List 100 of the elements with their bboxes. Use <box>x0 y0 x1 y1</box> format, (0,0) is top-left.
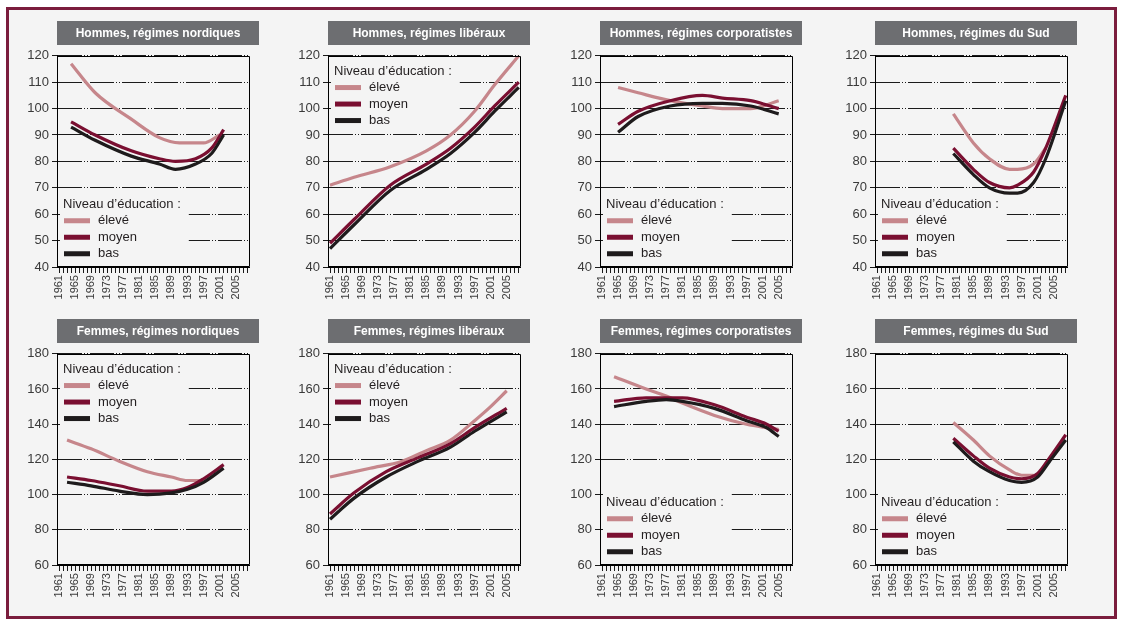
x-tick-label: 1965 <box>339 275 352 300</box>
x-tick-label: 1965 <box>886 573 899 598</box>
x-tick-label: 1973 <box>643 573 656 598</box>
y-tick-label: 180 <box>27 345 49 361</box>
y-tick-label: 60 <box>852 205 867 221</box>
x-tick-label: 1997 <box>1014 573 1027 598</box>
x-tick-label: 1969 <box>84 573 97 598</box>
y-tick-label: 110 <box>299 73 320 89</box>
legend-title: Niveau d’éducation : <box>881 493 999 509</box>
x-tick-label: 1961 <box>595 275 608 300</box>
x-tick-label: 1969 <box>355 573 368 598</box>
legend-label: bas <box>98 410 120 426</box>
x-tick-label: 1969 <box>627 275 640 300</box>
y-tick-label: 160 <box>298 380 320 396</box>
legend-label: élevé <box>641 212 673 228</box>
line-series <box>612 396 781 433</box>
x-tick-label: 1993 <box>180 573 193 598</box>
y-tick-label: 90 <box>34 126 49 142</box>
y-tick-label: 120 <box>27 450 49 466</box>
legend-label: élevé <box>916 212 948 228</box>
x-tick-label: 1969 <box>627 573 640 598</box>
chart-title: Femmes, régimes nordiques <box>57 319 259 343</box>
x-tick-label: 1961 <box>52 573 65 598</box>
legend-label: moyen <box>916 526 956 542</box>
chart-title: Hommes, régimes libéraux <box>328 21 530 45</box>
y-tick-label: 100 <box>27 486 49 502</box>
x-tick-label: 1989 <box>707 275 720 300</box>
x-tick-label: 1993 <box>998 275 1011 300</box>
x-tick-label: 2001 <box>1030 573 1043 598</box>
y-tick-label: 100 <box>570 486 592 502</box>
x-tick-label: 1989 <box>435 275 448 300</box>
legend-label: moyen <box>98 228 138 244</box>
y-tick-label: 60 <box>577 205 592 221</box>
x-tick-label: 1977 <box>116 275 129 300</box>
x-tick-label: 1981 <box>675 275 688 300</box>
x-tick-label: 1997 <box>739 275 752 300</box>
chart-title: Femmes, régimes du Sud <box>875 319 1077 343</box>
y-tick-label: 70 <box>305 179 320 195</box>
x-tick-label: 1985 <box>691 573 704 598</box>
line-series <box>328 389 509 479</box>
x-tick-label: 1977 <box>934 275 947 300</box>
y-tick-label: 60 <box>34 205 49 221</box>
x-tick-label: 1973 <box>643 275 656 300</box>
y-tick-label: 120 <box>845 450 867 466</box>
y-tick-label: 120 <box>845 47 867 63</box>
y-tick-label: 180 <box>298 345 320 361</box>
x-tick-label: 1981 <box>132 573 145 598</box>
x-tick-label: 2001 <box>483 275 496 300</box>
legend-title: Niveau d’éducation : <box>881 195 999 211</box>
x-tick-label: 1993 <box>998 573 1011 598</box>
y-tick-label: 140 <box>845 415 867 431</box>
x-tick-label: 1993 <box>723 573 736 598</box>
x-tick-label: 1965 <box>611 573 624 598</box>
x-tick-label: 1985 <box>691 275 704 300</box>
x-tick-label: 1985 <box>148 573 161 598</box>
x-tick-label: 1981 <box>950 275 963 300</box>
x-tick-label: 1993 <box>451 275 464 300</box>
x-tick-label: 1961 <box>52 275 65 300</box>
y-tick-label: 40 <box>305 258 320 274</box>
x-tick-label: 1965 <box>886 275 899 300</box>
y-tick-label: 180 <box>570 345 592 361</box>
y-tick-label: 100 <box>27 100 49 116</box>
y-tick-label: 60 <box>34 556 49 572</box>
x-tick-label: 1965 <box>611 275 624 300</box>
y-tick-label: 60 <box>577 556 592 572</box>
x-tick-label: 1993 <box>180 275 193 300</box>
y-tick-label: 120 <box>298 47 320 63</box>
x-tick-label: 1985 <box>148 275 161 300</box>
x-tick-label: 2001 <box>755 573 768 598</box>
x-tick-label: 2001 <box>483 573 496 598</box>
x-tick-label: 1965 <box>68 275 81 300</box>
x-tick-label: 1993 <box>723 275 736 300</box>
x-tick-label: 1997 <box>467 275 480 300</box>
legend-title: Niveau d’éducation : <box>606 493 724 509</box>
x-tick-label: 1977 <box>116 573 129 598</box>
legend-title: Niveau d’éducation : <box>334 62 452 78</box>
x-tick-label: 1977 <box>387 275 400 300</box>
chart-title: Hommes, régimes du Sud <box>875 21 1077 45</box>
x-tick-label: 2001 <box>755 275 768 300</box>
x-tick-label: 2005 <box>771 573 784 598</box>
legend-label: moyen <box>916 228 956 244</box>
x-tick-label: 1989 <box>982 275 995 300</box>
x-tick-label: 1989 <box>435 573 448 598</box>
x-tick-label: 1965 <box>68 573 81 598</box>
y-tick-label: 50 <box>577 232 592 248</box>
x-tick-label: 1977 <box>934 573 947 598</box>
x-tick-label: 1961 <box>870 573 883 598</box>
x-tick-label: 1961 <box>595 573 608 598</box>
y-tick-label: 100 <box>845 100 867 116</box>
x-tick-label: 1997 <box>739 573 752 598</box>
y-tick-label: 140 <box>570 415 592 431</box>
x-tick-label: 2001 <box>1030 275 1043 300</box>
y-tick-label: 40 <box>577 258 592 274</box>
y-tick-label: 80 <box>577 152 592 168</box>
legend-label: élevé <box>369 377 401 393</box>
chart-title: Hommes, régimes corporatistes <box>600 21 802 45</box>
x-tick-label: 1989 <box>707 573 720 598</box>
chart-title: Femmes, régimes libéraux <box>328 319 530 343</box>
legend-label: bas <box>98 245 120 261</box>
x-tick-label: 1981 <box>403 275 416 300</box>
